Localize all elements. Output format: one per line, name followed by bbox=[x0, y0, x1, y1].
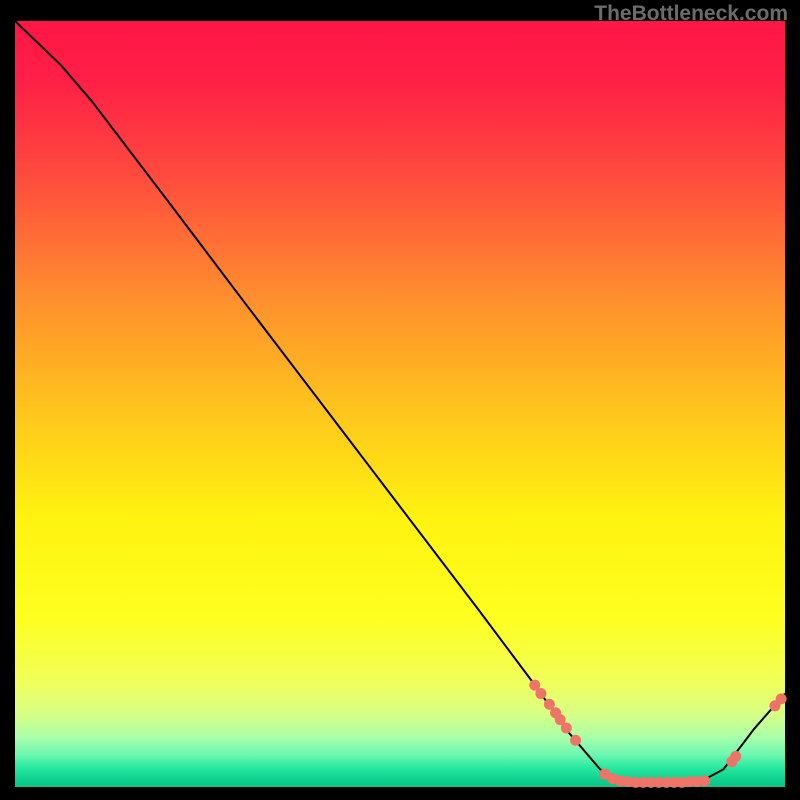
watermark-text: TheBottleneck.com bbox=[594, 2, 788, 26]
curve-marker bbox=[776, 694, 786, 704]
bottleneck-chart bbox=[0, 0, 800, 800]
curve-marker bbox=[731, 751, 741, 761]
curve-marker bbox=[536, 689, 546, 699]
curve-marker bbox=[571, 735, 581, 745]
chart-container: TheBottleneck.com bbox=[0, 0, 800, 800]
plot-background bbox=[15, 21, 785, 787]
curve-marker bbox=[555, 715, 565, 725]
curve-marker bbox=[530, 680, 540, 690]
curve-marker bbox=[544, 699, 554, 709]
curve-marker bbox=[561, 723, 571, 733]
curve-marker bbox=[700, 776, 710, 786]
